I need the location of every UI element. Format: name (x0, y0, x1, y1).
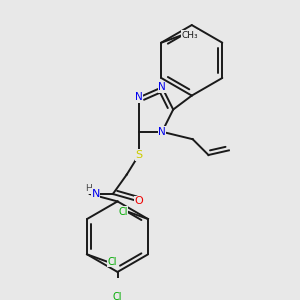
Text: CH₃: CH₃ (182, 31, 198, 40)
Text: N: N (135, 92, 143, 103)
Text: H: H (85, 184, 92, 193)
Text: N: N (92, 189, 100, 199)
Text: Cl: Cl (107, 257, 117, 267)
Text: N: N (158, 82, 166, 92)
Text: Cl: Cl (113, 292, 122, 300)
Text: N: N (158, 127, 166, 137)
Text: O: O (134, 196, 143, 206)
Text: S: S (135, 150, 142, 160)
Text: Cl: Cl (118, 207, 128, 217)
